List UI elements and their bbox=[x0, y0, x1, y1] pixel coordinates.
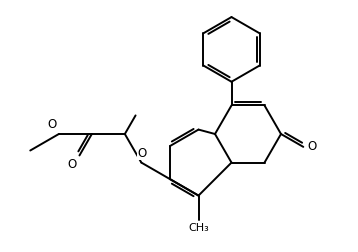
Text: CH₃: CH₃ bbox=[188, 223, 209, 233]
Text: O: O bbox=[48, 118, 57, 131]
Text: O: O bbox=[67, 159, 77, 171]
Text: O: O bbox=[307, 140, 316, 153]
Text: O: O bbox=[138, 147, 147, 160]
